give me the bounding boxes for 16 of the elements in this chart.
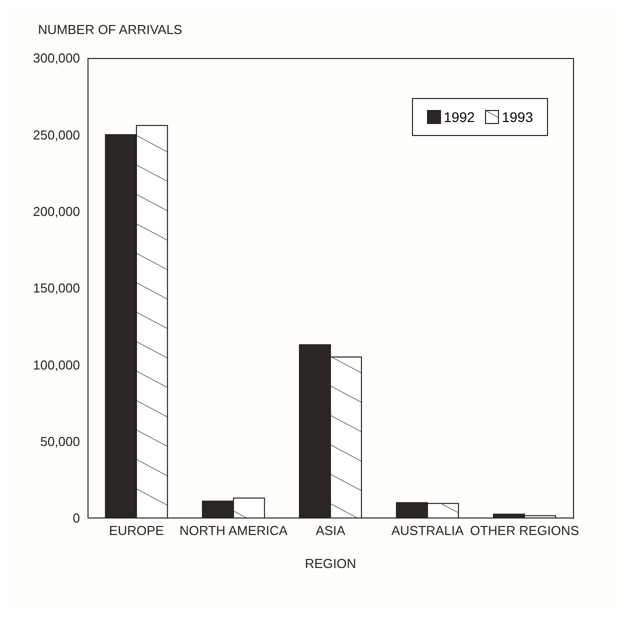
x-tick-label: AUSTRALIA: [391, 523, 464, 538]
y-tick-label: 100,000: [33, 357, 80, 372]
x-tick-label: NORTH AMERICA: [179, 523, 288, 538]
x-axis-title: REGION: [304, 556, 356, 571]
y-tick-label: 0: [72, 510, 80, 526]
x-tick-label: OTHER REGIONS: [470, 523, 580, 538]
y-tick-label: 300,000: [33, 50, 80, 66]
y-axis-title: NUMBER OF ARRIVALS: [38, 22, 182, 37]
legend-label: 1993: [502, 109, 533, 125]
y-tick-label: 150,000: [33, 280, 80, 296]
x-tick-label: EUROPE: [109, 523, 164, 538]
y-tick-label: 50,000: [40, 434, 80, 449]
legend-label: 1992: [444, 109, 475, 125]
y-tick-label: 200,000: [33, 204, 80, 219]
x-tick-label: ASIA: [316, 523, 346, 538]
y-tick-label: 250,000: [33, 127, 80, 142]
